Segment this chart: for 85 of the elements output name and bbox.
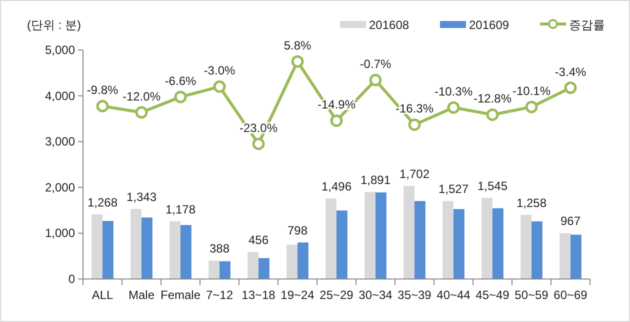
y-tick-label: 5,000 bbox=[44, 43, 76, 57]
bar bbox=[248, 252, 258, 279]
data-label: 1,268 bbox=[87, 195, 118, 210]
y-tick-label: 0 bbox=[68, 272, 76, 286]
point bbox=[525, 100, 538, 114]
bar bbox=[220, 261, 230, 279]
bar bbox=[208, 260, 220, 279]
data-label: 388 bbox=[209, 242, 230, 256]
bar bbox=[404, 186, 414, 279]
legend-label: 201608 bbox=[369, 18, 410, 32]
data-label: 1,891 bbox=[360, 172, 391, 187]
data-label: 1,178 bbox=[165, 202, 196, 216]
bar bbox=[442, 201, 454, 279]
x-tick-label: 13~18 bbox=[242, 288, 276, 302]
data-label: -0.7% bbox=[360, 57, 392, 72]
x-tick-label: 60~69 bbox=[554, 288, 588, 302]
point bbox=[135, 106, 148, 119]
data-label: 1,496 bbox=[321, 179, 352, 194]
x-tick-label: 30~34 bbox=[358, 288, 393, 302]
data-label: 1,258 bbox=[516, 196, 547, 210]
data-label: -10.1% bbox=[512, 84, 551, 98]
bar bbox=[532, 221, 542, 279]
data-label: 1,545 bbox=[477, 178, 508, 193]
point bbox=[486, 108, 499, 121]
bar bbox=[560, 233, 570, 279]
bar bbox=[258, 258, 270, 279]
bar bbox=[180, 225, 192, 279]
data-label: -6.6% bbox=[164, 74, 196, 88]
point bbox=[291, 55, 304, 68]
bar bbox=[414, 201, 426, 279]
y-tick-label: 2,000 bbox=[44, 180, 76, 194]
x-tick-label: 7~12 bbox=[206, 288, 234, 302]
x-tick-label: ALL bbox=[92, 288, 114, 302]
y-tick-label: 4,000 bbox=[44, 88, 76, 103]
legend-label: 증감률 bbox=[569, 18, 605, 32]
y-tick-label: 3,000 bbox=[44, 134, 76, 149]
point bbox=[252, 138, 265, 150]
point bbox=[96, 100, 109, 112]
data-label: -10.3% bbox=[434, 84, 473, 99]
bar bbox=[520, 214, 532, 279]
x-tick-label: 40~44 bbox=[436, 288, 471, 302]
bar bbox=[142, 217, 152, 279]
data-label: 456 bbox=[248, 232, 269, 247]
bar bbox=[170, 221, 180, 279]
data-label: -12.8% bbox=[473, 92, 512, 106]
point bbox=[447, 101, 460, 114]
x-tick-label: 35~39 bbox=[398, 288, 432, 302]
point bbox=[564, 82, 577, 94]
bar bbox=[130, 208, 142, 279]
data-label: 798 bbox=[287, 223, 308, 238]
data-label: -3.4% bbox=[554, 64, 586, 79]
x-tick-label: Female bbox=[160, 288, 201, 302]
data-label: 1,702 bbox=[399, 167, 430, 182]
bar bbox=[326, 198, 336, 279]
data-label: -9.8% bbox=[86, 83, 118, 98]
bar bbox=[336, 210, 348, 279]
data-label: -12.0% bbox=[122, 89, 161, 104]
data-label: 967 bbox=[560, 214, 581, 228]
bar bbox=[570, 234, 582, 279]
point bbox=[369, 74, 382, 86]
bar bbox=[286, 244, 298, 279]
bar bbox=[376, 192, 386, 279]
bar bbox=[92, 214, 102, 279]
bar bbox=[454, 209, 464, 279]
y-axis-title: (단위 : 분) bbox=[27, 18, 81, 32]
bar bbox=[492, 208, 504, 279]
data-label: 5.8% bbox=[284, 38, 312, 52]
data-label: 1,527 bbox=[438, 182, 469, 196]
data-label: -3.0% bbox=[204, 64, 236, 78]
legend-label: 201609 bbox=[469, 18, 510, 32]
x-tick-label: 25~29 bbox=[320, 288, 354, 302]
x-tick-label: 45~49 bbox=[476, 288, 510, 302]
bar bbox=[102, 220, 114, 279]
point bbox=[330, 114, 343, 127]
x-tick-label: 19~24 bbox=[280, 288, 315, 302]
bar bbox=[298, 242, 308, 279]
x-tick-label: Male bbox=[128, 288, 155, 302]
data-label: 1,343 bbox=[126, 190, 157, 204]
y-tick-label: 1,000 bbox=[44, 226, 76, 240]
point bbox=[408, 118, 421, 131]
point bbox=[174, 90, 187, 104]
bar bbox=[482, 198, 492, 279]
point bbox=[213, 80, 226, 93]
x-tick-label: 50~59 bbox=[514, 288, 549, 302]
bar bbox=[364, 192, 376, 279]
